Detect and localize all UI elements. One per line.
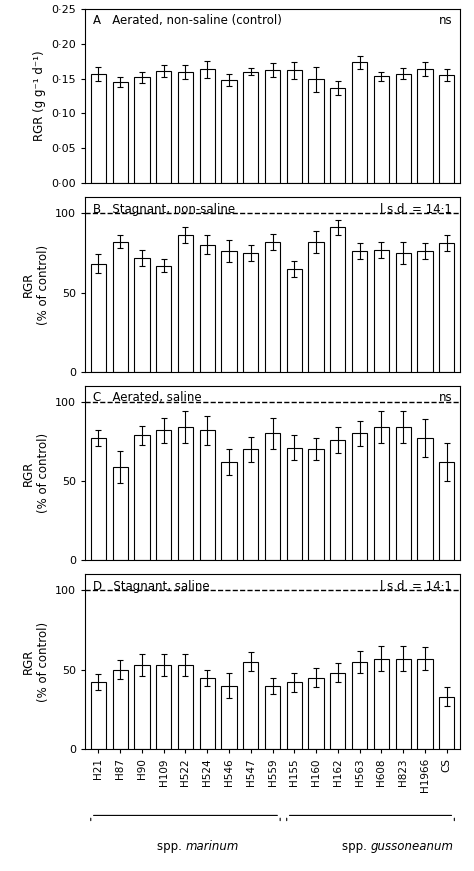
Bar (134, 78, 149, 183)
Text: ns: ns (438, 391, 452, 404)
Bar (178, 72, 193, 183)
Bar (330, 440, 346, 560)
Text: marinum: marinum (185, 840, 239, 853)
Bar (374, 658, 389, 749)
Bar (91, 264, 106, 372)
Bar (417, 658, 433, 749)
Bar (265, 434, 280, 560)
Bar (200, 430, 215, 560)
Bar (287, 682, 302, 749)
Bar (91, 74, 106, 183)
Bar (396, 427, 411, 560)
Bar (309, 678, 324, 749)
Bar (221, 251, 237, 372)
Bar (112, 467, 128, 560)
Bar (178, 665, 193, 749)
Bar (91, 438, 106, 560)
Bar (200, 245, 215, 372)
Bar (178, 427, 193, 560)
Bar (374, 77, 389, 183)
Y-axis label: RGR
(% of control): RGR (% of control) (22, 622, 50, 702)
Bar (439, 462, 455, 560)
Bar (396, 658, 411, 749)
Bar (221, 685, 237, 749)
Bar (352, 63, 367, 183)
Bar (439, 243, 455, 372)
Bar (287, 71, 302, 183)
Bar (134, 258, 149, 372)
Bar (352, 434, 367, 560)
Bar (265, 71, 280, 183)
Bar (134, 665, 149, 749)
Bar (265, 242, 280, 372)
Bar (221, 462, 237, 560)
Bar (309, 449, 324, 560)
Bar (439, 697, 455, 749)
Bar (200, 70, 215, 183)
Bar (178, 235, 193, 372)
Bar (243, 71, 258, 183)
Bar (439, 75, 455, 183)
Y-axis label: RGR (g g⁻¹ d⁻¹): RGR (g g⁻¹ d⁻¹) (33, 51, 46, 141)
Bar (309, 79, 324, 183)
Text: ns: ns (438, 14, 452, 27)
Bar (330, 227, 346, 372)
Bar (287, 448, 302, 560)
Bar (352, 251, 367, 372)
Bar (417, 438, 433, 560)
Bar (243, 253, 258, 372)
Bar (221, 80, 237, 183)
Bar (156, 665, 171, 749)
Bar (396, 74, 411, 183)
Text: spp.: spp. (342, 840, 371, 853)
Text: gussoneanum: gussoneanum (371, 840, 454, 853)
Bar (265, 685, 280, 749)
Text: B   Stagnant, non-saline: B Stagnant, non-saline (93, 203, 235, 215)
Bar (330, 88, 346, 183)
Text: A   Aerated, non-saline (control): A Aerated, non-saline (control) (93, 14, 282, 27)
Bar (374, 427, 389, 560)
Bar (243, 449, 258, 560)
Bar (352, 662, 367, 749)
Bar (134, 436, 149, 560)
Bar (112, 82, 128, 183)
Bar (200, 678, 215, 749)
Bar (112, 242, 128, 372)
Bar (156, 266, 171, 372)
Text: C   Aerated, saline: C Aerated, saline (93, 391, 201, 404)
Bar (156, 430, 171, 560)
Bar (243, 662, 258, 749)
Bar (112, 670, 128, 749)
Y-axis label: RGR
(% of control): RGR (% of control) (22, 245, 50, 325)
Bar (156, 71, 171, 183)
Text: l.s.d. = 14·1: l.s.d. = 14·1 (381, 580, 452, 592)
Text: l.s.d. = 14·1: l.s.d. = 14·1 (381, 203, 452, 215)
Bar (309, 242, 324, 372)
Bar (91, 682, 106, 749)
Bar (330, 673, 346, 749)
Bar (396, 253, 411, 372)
Bar (417, 251, 433, 372)
Y-axis label: RGR
(% of control): RGR (% of control) (22, 433, 50, 513)
Text: D   Stagnant, saline: D Stagnant, saline (93, 580, 210, 592)
Bar (374, 250, 389, 372)
Text: spp.: spp. (157, 840, 185, 853)
Bar (287, 269, 302, 372)
Bar (417, 70, 433, 183)
